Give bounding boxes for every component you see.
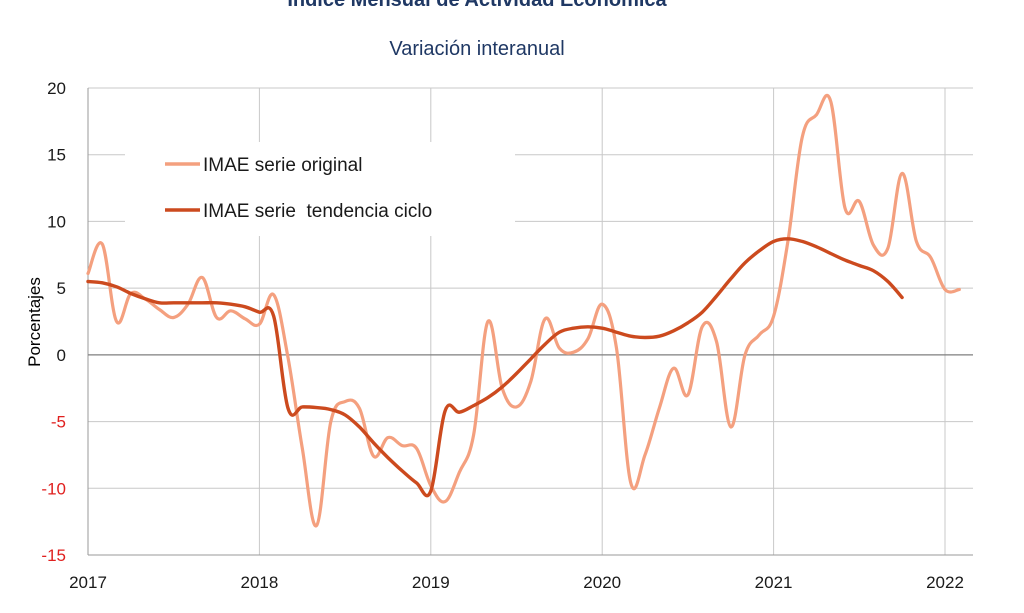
series-line-original xyxy=(86,93,961,528)
y-tick-label: 20 xyxy=(47,79,66,98)
series-lines xyxy=(86,93,961,528)
x-tick-label: 2018 xyxy=(240,573,278,592)
x-tick-label: 2017 xyxy=(69,573,107,592)
legend-label-trend: IMAE serie tendencia ciclo xyxy=(203,201,432,222)
y-tick-label: 0 xyxy=(57,346,66,365)
y-axis-label: Porcentajes xyxy=(25,277,44,367)
legend-label-original: IMAE serie original xyxy=(203,155,362,176)
x-tick-label: 2020 xyxy=(583,573,621,592)
y-tick-label: 15 xyxy=(47,146,66,165)
y-tick-label: -5 xyxy=(51,413,66,432)
y-tick-label: 10 xyxy=(47,212,66,231)
legend-background xyxy=(125,142,515,236)
chart-subtitle: Variación interanual xyxy=(389,38,565,60)
y-tick-label: -15 xyxy=(41,546,66,565)
y-tick-label: -10 xyxy=(41,479,66,498)
x-tick-label: 2021 xyxy=(755,573,793,592)
series-line-trend xyxy=(86,237,904,498)
y-tick-label: 5 xyxy=(57,279,66,298)
x-tick-label: 2022 xyxy=(926,573,964,592)
legend: IMAE serie original IMAE serie tendencia… xyxy=(125,142,515,236)
x-tick-label: 2019 xyxy=(412,573,450,592)
chart-title: Indice Mensual de Actividad Economica xyxy=(287,0,667,11)
